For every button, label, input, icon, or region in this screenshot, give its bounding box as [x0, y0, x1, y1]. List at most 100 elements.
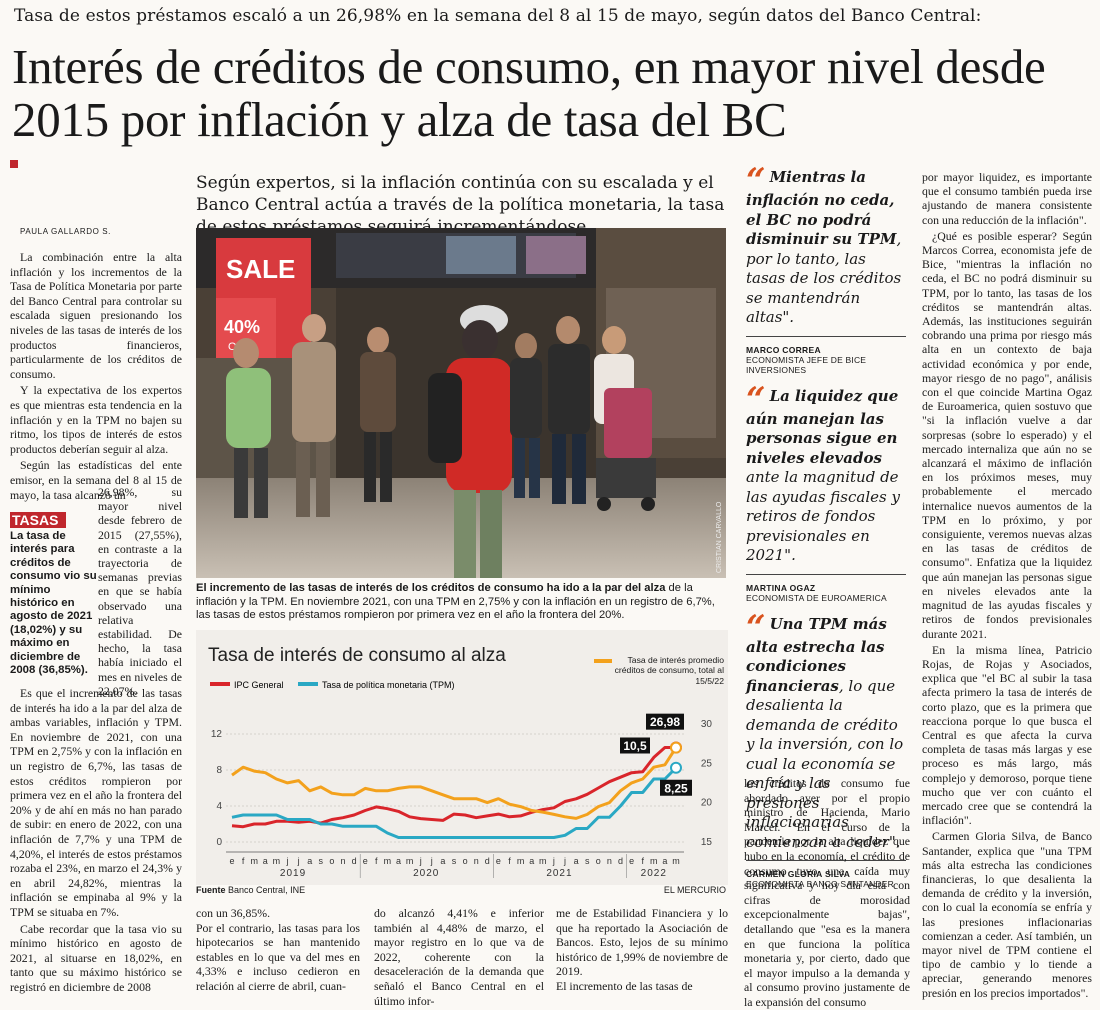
x-tick-label: j [297, 856, 300, 866]
chart-publisher: EL MERCURIO [663, 885, 726, 895]
body-paragraph: Y la expectativa de los expertos es que … [10, 383, 182, 456]
x-tick-label: s [452, 856, 457, 866]
x-tick-label: j [563, 856, 566, 866]
quote-bold: Mientras la inflación no ceda, el BC no … [746, 168, 897, 248]
tasa-end-label: 26,98 [646, 713, 684, 730]
quote-mark-icon: “ [746, 161, 766, 201]
x-tick-label: f [508, 856, 511, 866]
x-tick-label: a [440, 856, 445, 866]
tpm-end-label-box [660, 779, 692, 796]
caption-bold: El incremento de las tasas de interés de… [196, 582, 666, 594]
x-tick-label: e [629, 856, 634, 866]
x-tick-label: j [430, 856, 433, 866]
x-year-label: 2021 [546, 868, 572, 879]
x-tick-label: m [406, 856, 414, 866]
quote-text: , por lo tanto, las tasas de los crédito… [746, 230, 902, 326]
x-tick-label: a [307, 856, 312, 866]
tasa-end-label-text: 26,98 [650, 715, 680, 729]
pull-quote: “Mientras la inflación no ceda, el BC no… [746, 164, 906, 328]
x-tick-label: j [552, 856, 555, 866]
body-paragraph: La combinación entre la alta inflación y… [10, 250, 182, 381]
legend-tasa-wrap: Tasa de interés promedio créditos de con… [614, 655, 724, 686]
chart-end-labels: 10,526,98 8,25 [620, 713, 692, 796]
sale-sign: SALE [226, 254, 295, 284]
quote-text: , lo que desalienta la demanda de crédit… [746, 676, 904, 851]
quote-column: “Mientras la inflación no ceda, el BC no… [746, 164, 906, 889]
chart-grid [226, 733, 684, 843]
body-column-1-lower: Es que el incremento de las tasas de int… [10, 686, 182, 996]
x-tick-label: o [329, 856, 334, 866]
quote-role: ECONOMISTA JEFE DE BICE INVERSIONES [746, 354, 867, 375]
body-column-1-narrow: 26,98%, su mayor nivel desde febrero de … [98, 485, 182, 700]
chart-series [231, 741, 682, 839]
quote-rule [746, 860, 906, 861]
x-tick-label: a [396, 856, 401, 866]
sidebar-text: La tasa de interés para créditos de cons… [10, 530, 97, 677]
y-left-tick-label: 8 [216, 765, 222, 776]
quote-bold: Una TPM más alta estrecha las condicione… [746, 614, 887, 695]
x-tick-label: f [242, 856, 245, 866]
body-column-4: me de Estabilidad Financiera y lo que ha… [556, 906, 728, 993]
x-tick-label: d [485, 856, 490, 866]
y-right-tick-label: 15 [701, 837, 713, 848]
ipc-end-label: 10,5 [620, 737, 650, 754]
x-tick-label: o [463, 856, 468, 866]
x-tick-label: m [250, 856, 258, 866]
x-tick-label: d [618, 856, 623, 866]
series-line-0 [231, 746, 676, 829]
body-column-5: los créditos de consumo fue abordado aye… [744, 776, 910, 1009]
x-tick-label: a [662, 856, 667, 866]
x-tick-label: a [574, 856, 579, 866]
ipc-end-label-box [620, 737, 650, 754]
series-end-marker-1 [670, 761, 682, 774]
chart: Tasa de interés de consumo al alza IPC G… [196, 630, 728, 900]
pull-quote: “La liquidez que aún manejan las persona… [746, 383, 906, 566]
body-paragraph: Según las estadísticas del ente emisor, … [10, 458, 182, 502]
chart-title: Tasa de interés de consumo al alza [208, 645, 506, 666]
photo-caption: El incremento de las tasas de interés de… [196, 582, 726, 623]
series-line-2 [231, 746, 678, 820]
x-tick-label: n [340, 856, 345, 866]
store-photo-illustration: SALE 40% OFF [196, 228, 726, 578]
y-left-tick-label: 12 [211, 729, 223, 740]
sidebar-tag-background [10, 512, 66, 528]
x-tick-label: e [229, 856, 234, 866]
byline: PAULA GALLARDO S. [20, 227, 111, 236]
body-paragraph: ¿Qué es posible esperar? Según Marcos Co… [922, 228, 1092, 641]
body-paragraph: por mayor liquidez, es importante que el… [922, 170, 1092, 227]
quote-text: ante la magnitud de las ayudas fiscales … [746, 468, 900, 564]
body-paragraph: Cabe recordar que la tasa vio su mínimo … [10, 921, 182, 994]
series-end-marker-2 [670, 741, 682, 754]
x-tick-label: a [529, 856, 534, 866]
y-right-tick-label: 30 [701, 719, 713, 730]
body-paragraph: Es que el incremento de las tasas de int… [10, 686, 182, 919]
x-tick-label: e [363, 856, 368, 866]
pull-quote: “Una TPM más alta estrecha las condicion… [746, 611, 906, 853]
x-tick-label: n [474, 856, 479, 866]
body-paragraph: 26,98%, su mayor nivel desde febrero de … [98, 485, 182, 698]
y-right-tick-label: 25 [701, 758, 713, 769]
x-tick-label: a [263, 856, 268, 866]
x-year-label: 2019 [280, 868, 306, 879]
x-year-label: 2022 [641, 868, 667, 879]
body-column-3: do alcanzó 4,41% e inferior también al 4… [374, 906, 544, 1008]
deck-marker [10, 160, 18, 168]
body-column-2: con un 36,85%. Por el contrario, las tas… [196, 906, 360, 993]
x-tick-label: m [672, 856, 680, 866]
chart-footer: Fuente Banco Central, INE EL MERCURIO [196, 885, 726, 895]
sale-percent: 40% [224, 317, 260, 337]
store-photo: SALE 40% OFF [196, 228, 726, 578]
y-left-tick-label: 4 [216, 801, 222, 812]
quote-author: MARCO CORREA [746, 344, 821, 355]
tpm-end-label: 8,25 [660, 779, 692, 796]
legend-tasa: Tasa de interés promedio créditos de con… [614, 655, 724, 686]
chart-svg: Tasa de interés de consumo al alza IPC G… [196, 630, 728, 885]
chart-source-label: Fuente [196, 885, 226, 895]
tpm-end-label-text: 8,25 [664, 781, 688, 795]
x-tick-label: m [384, 856, 392, 866]
quote-role: ECONOMISTA DE EUROAMERICA [746, 592, 887, 603]
x-tick-label: n [607, 856, 612, 866]
quote-mark-icon: “ [746, 607, 766, 648]
x-year-label: 2020 [413, 868, 439, 879]
